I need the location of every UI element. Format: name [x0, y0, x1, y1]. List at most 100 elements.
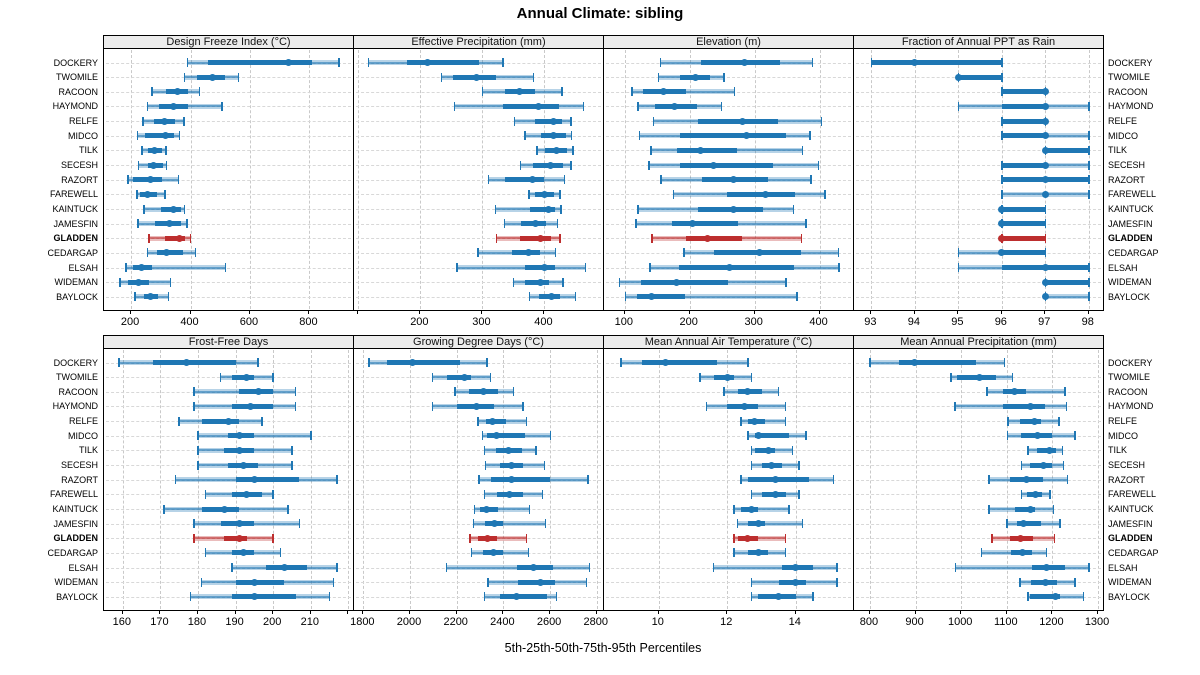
- axis-tick-label: 93: [864, 316, 877, 328]
- range-cap: [559, 189, 561, 199]
- site-label-right: KAINTUCK: [1108, 204, 1154, 214]
- axis-tick: [409, 610, 411, 614]
- range-cap: [620, 358, 622, 367]
- range-cap: [672, 189, 675, 199]
- median-dot: [235, 520, 243, 528]
- axis-tick: [543, 310, 545, 314]
- range-cap: [991, 533, 993, 543]
- gridline: [356, 91, 601, 93]
- range-cap: [197, 445, 199, 455]
- range-cap: [328, 592, 331, 602]
- median-dot: [472, 73, 480, 81]
- panel-header: Design Freeze Index (°C): [103, 35, 354, 49]
- median-dot: [1043, 564, 1051, 572]
- range-cap: [1020, 460, 1023, 470]
- gridline: [356, 238, 601, 240]
- range-cap: [650, 145, 652, 155]
- axis-tick-label: 170: [150, 616, 169, 628]
- gridline: [106, 135, 351, 137]
- range-cap: [272, 489, 274, 499]
- gridline: [356, 209, 601, 210]
- axis-tick: [309, 610, 311, 614]
- range-cap: [164, 189, 166, 199]
- site-label-right: WIDEMAN: [1108, 277, 1152, 288]
- range-cap: [487, 175, 490, 185]
- range-cap: [1088, 189, 1090, 199]
- site-label-left: RELFE: [68, 116, 98, 127]
- range-cap: [532, 72, 535, 82]
- median-dot: [726, 264, 734, 272]
- median-dot: [1018, 549, 1026, 557]
- site-label-right: GLADDEN: [1108, 533, 1153, 544]
- range-cap: [733, 533, 735, 543]
- range-cap: [469, 533, 471, 543]
- panel-plot: [103, 348, 354, 611]
- panel-plot: [353, 348, 604, 611]
- site-label-right: MIDCO: [1108, 430, 1138, 441]
- panel-header: Effective Precipitation (mm): [353, 35, 604, 49]
- range-cap: [957, 101, 960, 111]
- gridline: [106, 282, 351, 284]
- gridline: [356, 121, 601, 123]
- site-label-left: HAYMOND: [52, 401, 98, 412]
- axis-tick: [549, 610, 551, 614]
- median-dot: [751, 417, 759, 425]
- range-cap: [477, 416, 479, 426]
- percentile-box-25-75: [1001, 235, 1046, 241]
- range-cap: [549, 431, 552, 441]
- gridline: [356, 596, 601, 598]
- range-cap: [204, 548, 207, 558]
- gridline: [856, 435, 1101, 437]
- median-dot: [911, 59, 919, 66]
- median-dot: [747, 505, 755, 513]
- range-cap: [142, 116, 144, 126]
- axis-tick-label: 900: [905, 616, 924, 628]
- range-cap: [527, 548, 530, 558]
- site-label-left: CEDARGAP: [47, 247, 98, 258]
- range-cap: [1011, 372, 1014, 382]
- percentile-range-line: [125, 266, 226, 269]
- range-cap: [167, 292, 170, 302]
- percentile-box-25-75: [1001, 250, 1046, 256]
- site-label-right: GLADDEN: [1108, 233, 1153, 244]
- site-label-left: RAZORT: [61, 174, 98, 185]
- range-cap: [957, 263, 960, 273]
- range-cap: [652, 116, 655, 126]
- range-cap: [747, 358, 749, 367]
- range-cap: [796, 292, 798, 302]
- percentile-range-line: [474, 508, 530, 510]
- median-dot: [1041, 132, 1049, 140]
- median-dot: [525, 249, 533, 257]
- range-cap: [489, 372, 492, 382]
- range-cap: [1088, 563, 1090, 573]
- axis-tick-label: 1800: [350, 616, 375, 628]
- axis-tick-label: 160: [112, 616, 131, 628]
- range-cap: [1088, 145, 1090, 155]
- gridline: [856, 494, 1101, 496]
- range-cap: [784, 401, 787, 411]
- median-dot: [461, 373, 469, 381]
- range-cap: [193, 387, 195, 397]
- site-label-left: ELSAH: [68, 562, 98, 573]
- axis-tick-label: 14: [788, 616, 801, 628]
- median-dot: [1052, 593, 1060, 601]
- range-cap: [1006, 431, 1009, 441]
- range-cap: [648, 160, 650, 170]
- median-dot: [1041, 176, 1049, 184]
- percentile-box-25-75: [235, 477, 300, 483]
- axis-tick-label: 100: [614, 316, 633, 328]
- site-label-right: BAYLOCK: [1108, 591, 1150, 602]
- percentile-box-25-75: [1030, 594, 1061, 600]
- range-cap: [1027, 592, 1029, 602]
- percentile-box-25-75: [641, 360, 717, 365]
- site-label-left: JAMESFIN: [53, 518, 98, 529]
- median-dot: [235, 534, 243, 542]
- gridline: [606, 479, 851, 481]
- median-dot: [549, 117, 557, 125]
- gridline: [106, 91, 351, 93]
- site-label-right: JAMESFIN: [1108, 518, 1153, 529]
- range-cap: [798, 460, 800, 470]
- percentile-box-25-75: [641, 279, 728, 285]
- median-dot: [239, 461, 247, 469]
- range-cap: [784, 533, 787, 543]
